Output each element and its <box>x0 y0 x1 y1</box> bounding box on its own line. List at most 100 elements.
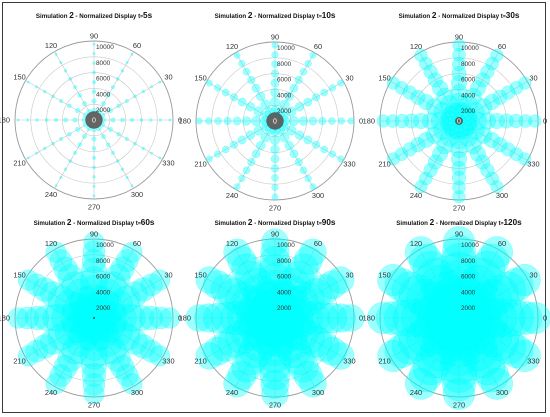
chart-title-sub: = <box>138 221 141 227</box>
data-point <box>299 238 327 266</box>
grid-spoke <box>25 278 95 319</box>
data-point <box>337 155 345 163</box>
data-point <box>81 362 107 387</box>
data-point <box>92 52 96 56</box>
polar-chart-3: Simulation 2 - Normalized Display t=30s 0… <box>363 11 547 213</box>
data-point <box>245 102 255 112</box>
angle-tick-label: 150 <box>378 271 390 280</box>
data-point <box>318 270 347 300</box>
data-point <box>410 89 426 105</box>
data-point <box>125 176 129 179</box>
data-point <box>509 147 524 161</box>
data-point <box>488 113 505 129</box>
data-point <box>419 330 461 372</box>
data-point <box>318 336 347 366</box>
data-point <box>113 323 141 351</box>
data-point <box>63 69 68 73</box>
data-point <box>418 94 435 110</box>
data-point <box>409 296 453 340</box>
data-point <box>53 256 78 281</box>
angle-tick-label: 120 <box>45 41 57 50</box>
data-point <box>81 249 107 274</box>
angle-tick-label: 150 <box>378 74 390 83</box>
data-point <box>279 132 290 143</box>
grid-spoke <box>93 119 163 160</box>
data-point <box>150 85 153 89</box>
data-point <box>141 146 145 151</box>
data-point <box>452 38 466 52</box>
data-point <box>45 373 67 395</box>
data-point <box>159 307 181 329</box>
angle-tick-label: 270 <box>269 401 281 410</box>
data-point <box>295 102 305 112</box>
data-point <box>279 99 290 110</box>
data-point <box>141 89 145 94</box>
data-point <box>327 266 355 294</box>
data-point <box>133 141 137 146</box>
angle-tick-label: 240 <box>410 388 422 397</box>
data-point <box>452 190 466 204</box>
data-point <box>229 93 238 102</box>
data-point <box>316 302 348 334</box>
center-point <box>85 111 103 129</box>
angle-tick-label: 120 <box>226 42 238 51</box>
grid-spoke <box>54 51 95 121</box>
data-point <box>237 97 247 107</box>
data-point <box>260 237 290 267</box>
data-point <box>318 117 327 125</box>
data-point <box>92 155 96 160</box>
data-point <box>485 171 499 186</box>
data-point <box>120 117 125 123</box>
data-point <box>470 80 486 97</box>
data-point <box>337 304 365 332</box>
radial-tick-label: 8000 <box>277 61 292 68</box>
data-point <box>68 77 73 81</box>
radial-tick-label: 6000 <box>277 274 292 281</box>
grid-spoke <box>274 120 344 161</box>
data-point <box>82 373 106 396</box>
chart-title-mid: - Normalized Display t <box>71 220 137 227</box>
data-point <box>91 136 97 142</box>
data-point <box>439 346 479 385</box>
angle-tick-label: 180 <box>179 117 191 126</box>
angle-tick-label: 30 <box>164 271 172 280</box>
data-point <box>125 61 129 64</box>
data-point <box>203 336 232 366</box>
data-point <box>508 339 541 372</box>
data-point <box>49 249 73 272</box>
data-point <box>480 64 495 79</box>
data-point <box>276 333 312 369</box>
data-point <box>270 87 280 98</box>
chart-title: Simulation 2 - Normalized Display t=120s <box>396 218 522 227</box>
angle-tick-label: 210 <box>13 159 25 168</box>
angle-tick-label: 150 <box>194 74 206 83</box>
angle-tick-label: 0 <box>178 116 182 125</box>
data-point <box>304 60 312 68</box>
data-point <box>303 135 313 145</box>
data-point <box>223 117 232 125</box>
data-point <box>92 194 96 198</box>
angle-tick-label: 90 <box>455 33 463 42</box>
data-point <box>233 183 241 191</box>
grid-spoke <box>458 81 528 122</box>
angle-tick-label: 300 <box>496 388 508 397</box>
data-point <box>391 271 428 308</box>
chart-title-number: 2 <box>69 11 74 20</box>
data-point <box>475 72 491 88</box>
angle-tick-label: 60 <box>498 42 506 51</box>
data-point <box>131 334 156 359</box>
data-point <box>115 159 120 163</box>
radial-tick-label: 4000 <box>461 289 476 296</box>
angle-tick-label: 240 <box>45 190 57 199</box>
data-point <box>487 298 526 338</box>
data-point <box>111 85 115 90</box>
data-point <box>480 236 513 269</box>
chart-title-prefix: Simulation <box>396 220 429 227</box>
data-point <box>47 285 75 313</box>
data-point <box>32 277 57 302</box>
grid-spoke <box>54 249 95 319</box>
data-point <box>51 141 55 146</box>
data-point <box>422 112 440 130</box>
data-point <box>194 303 224 333</box>
data-point <box>432 145 448 162</box>
